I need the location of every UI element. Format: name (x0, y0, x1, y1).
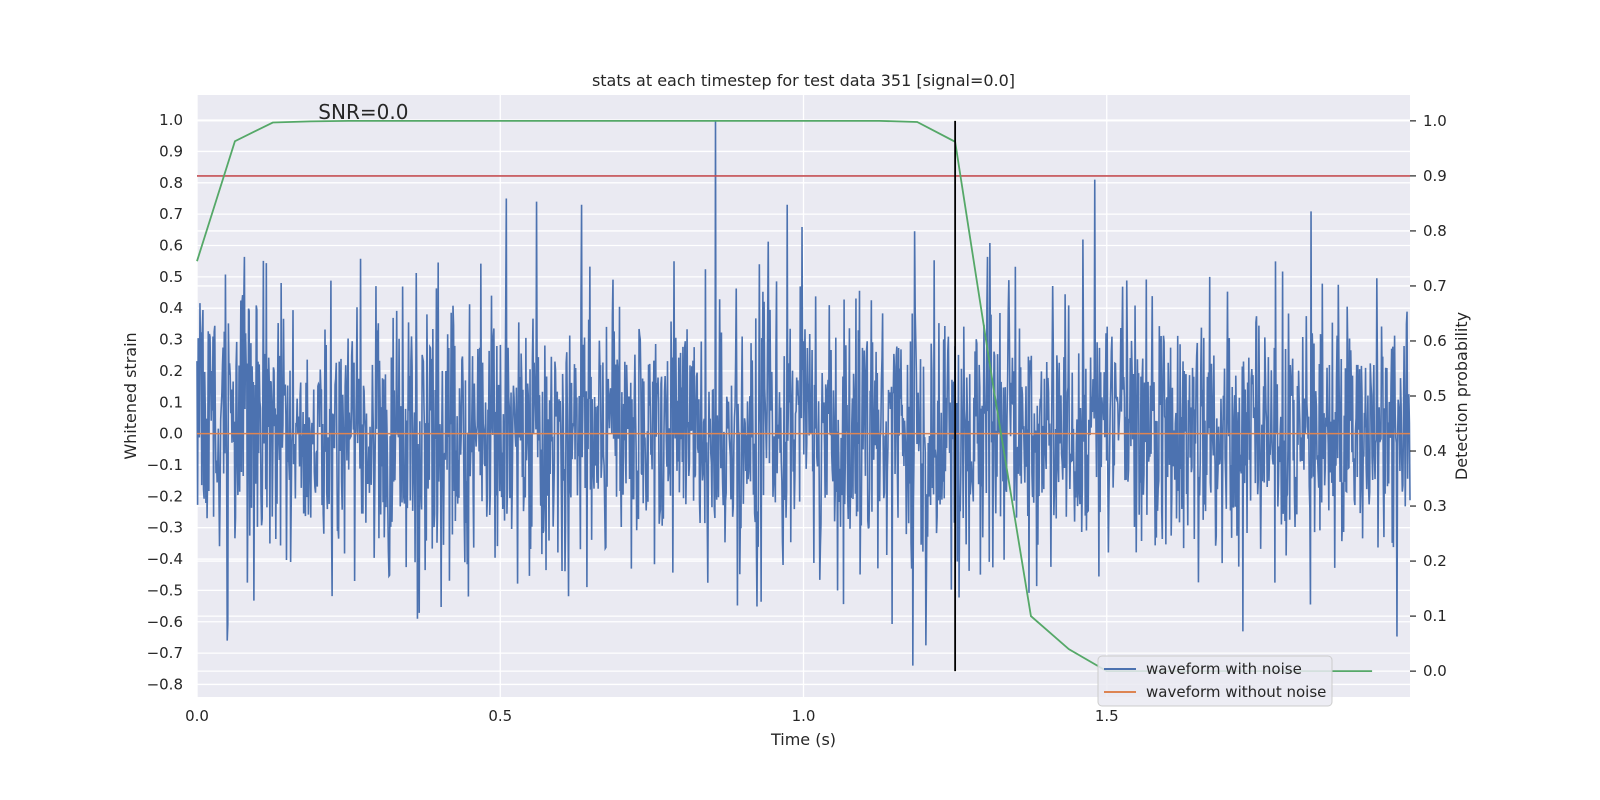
snr-annotation: SNR=0.0 (318, 100, 408, 124)
y-tick-label: −0.1 (147, 456, 183, 474)
x-tick-label: 0.5 (488, 707, 512, 725)
x-tick-label: 1.0 (792, 707, 816, 725)
y-tick-label: 0.3 (159, 331, 183, 349)
x-tick-label: 0.0 (185, 707, 209, 725)
y-tick-label: 0.8 (159, 174, 183, 192)
legend-box (1097, 655, 1333, 707)
y2-tick-label: 0.8 (1423, 222, 1447, 240)
y-tick-label: 0.5 (159, 268, 183, 286)
y-tick-label: −0.3 (147, 519, 183, 537)
x-tick-label: 1.5 (1095, 707, 1119, 725)
y2-tick-label: 0.9 (1423, 167, 1447, 185)
y-tick-label: 0.9 (159, 142, 183, 160)
y-tick-label: 0.2 (159, 362, 183, 380)
y-tick-label: −0.2 (147, 487, 183, 505)
y-tick-label: 0.7 (159, 205, 183, 223)
y-axis-label: Whitened strain (121, 332, 140, 459)
y2-tick-label: 1.0 (1423, 112, 1447, 130)
y2-tick-label: 0.7 (1423, 277, 1447, 295)
y2-tick-label: 0.1 (1423, 607, 1447, 625)
x-axis-label: Time (s) (770, 730, 836, 749)
y2-axis-label: Detection probability (1452, 312, 1471, 480)
legend-label-waveform-without-noise: waveform without noise (1146, 683, 1326, 701)
y-tick-label: −0.7 (147, 644, 183, 662)
y2-tick-label: 0.2 (1423, 552, 1447, 570)
y-tick-label: 1.0 (159, 111, 183, 129)
y2-tick-label: 0.3 (1423, 497, 1447, 515)
y-tick-label: 0.0 (159, 425, 183, 443)
legend: waveform with noise waveform without noi… (1097, 655, 1333, 707)
series-waveform-with-noise (196, 120, 1411, 666)
y-tick-label: 0.4 (159, 299, 183, 317)
y-tick-label: −0.8 (147, 675, 183, 693)
y2-tick-label: 0.6 (1423, 332, 1447, 350)
y2-tick-label: 0.0 (1423, 662, 1447, 680)
legend-label-waveform-with-noise: waveform with noise (1146, 660, 1302, 678)
y2-tick-label: 0.5 (1423, 387, 1447, 405)
y-tick-label: 0.1 (159, 393, 183, 411)
y-tick-label: −0.5 (147, 581, 183, 599)
y-tick-label: −0.4 (147, 550, 183, 568)
y-tick-label: 0.6 (159, 237, 183, 255)
axes-layer: 0.0 0.5 1.0 1.5 1.0 0.9 0.8 0.7 0.6 0.5 0.4 0.3 0.2 0… (147, 111, 1447, 725)
chart-title: stats at each timestep for test data 351… (592, 71, 1015, 90)
y-tick-label: −0.6 (147, 613, 183, 631)
y2-tick-label: 0.4 (1423, 442, 1447, 460)
